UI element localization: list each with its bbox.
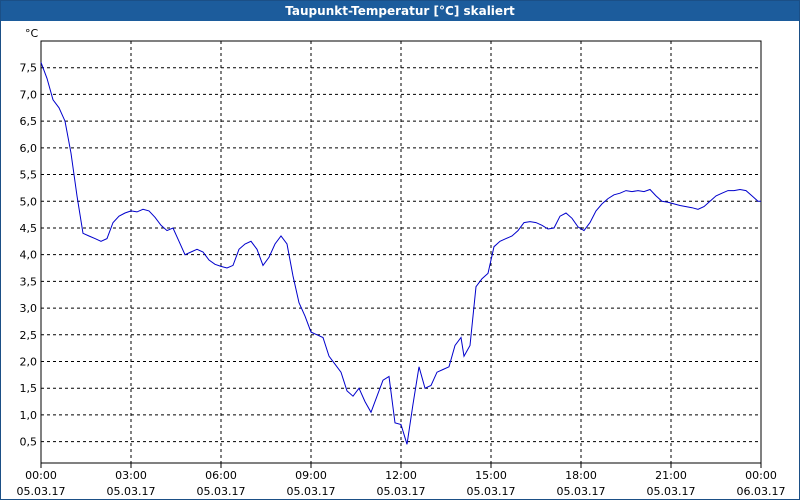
x-tick-date-label: 05.03.17 — [377, 485, 426, 498]
y-tick-label: 2,5 — [20, 329, 38, 342]
x-tick-date-label: 05.03.17 — [287, 485, 336, 498]
y-tick-label: 1,5 — [20, 382, 38, 395]
y-tick-label: 7,5 — [20, 62, 38, 75]
y-tick-label: 6,0 — [20, 142, 38, 155]
x-tick-date-label: 05.03.17 — [647, 485, 696, 498]
y-tick-label: 1,0 — [20, 409, 38, 422]
x-tick-time-label: 21:00 — [655, 469, 687, 482]
dewpoint-series-line — [40, 62, 761, 445]
y-tick-label: 5,0 — [20, 195, 38, 208]
y-tick-label: 3,0 — [20, 302, 38, 315]
y-tick-label: 7,0 — [20, 88, 38, 101]
x-tick-time-label: 06:00 — [205, 469, 237, 482]
y-tick-label: 5,5 — [20, 169, 38, 182]
y-tick-label: 2,0 — [20, 356, 38, 369]
y-tick-label: 4,5 — [20, 222, 38, 235]
x-tick-time-label: 03:00 — [115, 469, 147, 482]
x-tick-date-label: 05.03.17 — [197, 485, 246, 498]
x-tick-date-label: 05.03.17 — [17, 485, 66, 498]
chart-title: Taupunkt-Temperatur [°C] skaliert — [1, 1, 799, 21]
x-tick-date-label: 05.03.17 — [467, 485, 516, 498]
y-tick-label: 4,0 — [20, 249, 38, 262]
x-tick-date-label: 05.03.17 — [557, 485, 606, 498]
x-tick-time-label: 00:00 — [745, 469, 777, 482]
x-tick-date-label: 05.03.17 — [107, 485, 156, 498]
y-axis-unit-label: °C — [25, 27, 39, 40]
dewpoint-chart: 0,5 1,0 1,5 2,0 2,5 3,0 3,5 4,0 4,5 5,0 5,5 6,0 6,5 7… — [17, 27, 786, 498]
x-tick-time-label: 09:00 — [295, 469, 327, 482]
x-tick-time-label: 15:00 — [475, 469, 507, 482]
y-tick-label: 6,5 — [20, 115, 38, 128]
y-tick-label: 0,5 — [20, 436, 38, 449]
x-tick-date-label: 06.03.17 — [737, 485, 786, 498]
y-tick-label: 3,5 — [20, 275, 38, 288]
x-tick-time-label: 18:00 — [565, 469, 597, 482]
x-tick-time-label: 00:00 — [25, 469, 57, 482]
x-tick-time-label: 12:00 — [385, 469, 417, 482]
